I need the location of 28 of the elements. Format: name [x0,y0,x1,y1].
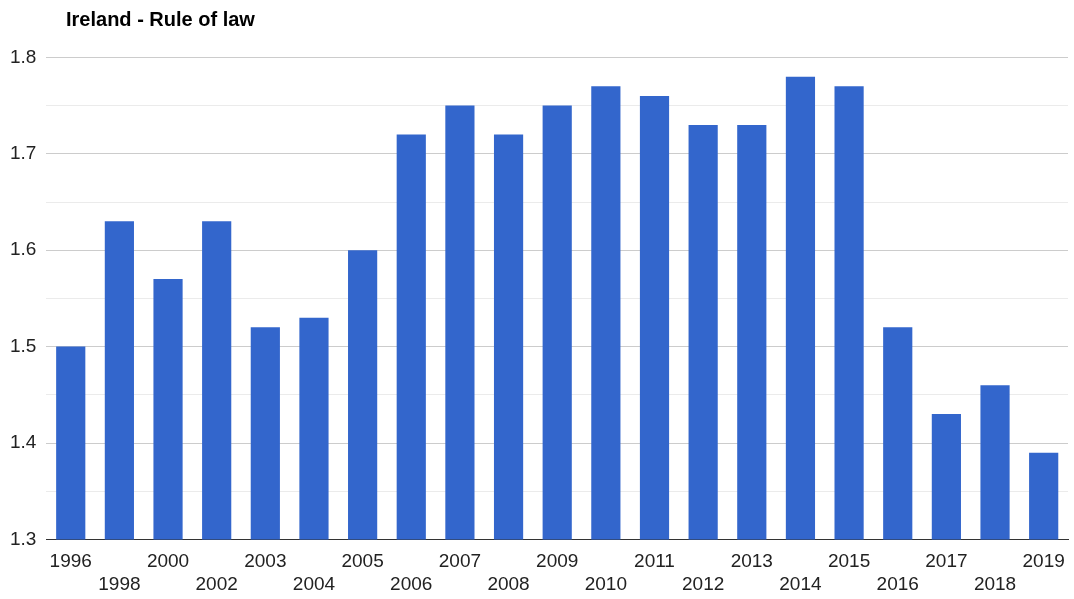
y-tick-label: 1.8 [9,45,37,67]
y-tick-label: 1.5 [9,334,37,356]
x-tick-label: 2018 [973,572,1017,594]
x-tick-label: 2009 [536,550,579,572]
x-tick-label: 2000 [146,550,190,572]
x-tick-label: 2016 [876,572,919,594]
x-tick-label: 2008 [487,572,530,594]
x-tick-label: 2014 [779,572,822,594]
x-tick-label: 2017 [925,550,968,572]
chart-title: Ireland - Rule of law [66,8,255,31]
y-tick-label: 1.3 [9,527,37,549]
x-tick-label: 2013 [730,550,773,572]
x-tick-label: 2006 [390,572,433,594]
x-tick-label: 2019 [1022,550,1065,572]
x-tick-label: 2015 [827,550,871,572]
x-tick-label: 2012 [682,572,725,594]
x-tick-label: 2010 [584,572,627,594]
x-tick-label: 1998 [98,572,141,594]
x-tick-label: 2007 [438,550,482,572]
y-tick-label: 1.6 [9,238,37,260]
y-tick-label: 1.4 [9,431,37,453]
x-tick-label: 2005 [341,550,384,572]
x-tick-label: 2002 [195,572,238,594]
x-tick-label: 2004 [292,572,336,594]
x-tick-label: 2011 [634,550,675,572]
x-tick-label: 2003 [244,550,287,572]
y-tick-label: 1.7 [9,142,37,164]
x-tick-label: 1996 [49,550,92,572]
